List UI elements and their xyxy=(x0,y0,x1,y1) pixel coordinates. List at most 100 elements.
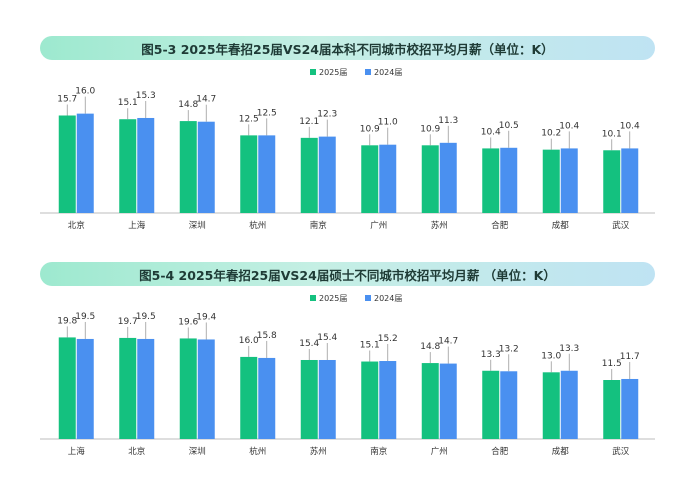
bar xyxy=(603,380,621,439)
legend-label: 2025届 xyxy=(319,294,347,303)
bar xyxy=(560,370,578,439)
data-label: 12.1 xyxy=(299,117,319,127)
chart-panel-bachelor: 图5-3 2025年春招25届VS24届本科不同城市校招平均月薪（单位：K） 2… xyxy=(40,36,655,236)
legend-swatch xyxy=(310,295,316,301)
data-label: 15.4 xyxy=(317,333,337,343)
data-label: 13.3 xyxy=(481,350,501,360)
data-label: 13.2 xyxy=(499,344,519,354)
bar xyxy=(76,338,94,439)
bar xyxy=(621,148,639,213)
bar xyxy=(421,145,439,213)
bar xyxy=(500,147,518,213)
data-label: 19.6 xyxy=(178,317,198,327)
data-label: 10.9 xyxy=(420,124,440,134)
bar xyxy=(542,149,560,213)
data-label: 10.4 xyxy=(559,121,579,131)
data-label: 11.3 xyxy=(438,116,458,126)
data-label: 11.0 xyxy=(378,118,398,128)
bar xyxy=(361,361,379,439)
bar xyxy=(240,356,258,439)
bar xyxy=(439,142,457,213)
legend-swatch xyxy=(365,295,371,301)
bar xyxy=(421,363,439,439)
bar xyxy=(603,150,621,213)
bar xyxy=(300,137,318,213)
data-label: 10.4 xyxy=(481,127,501,137)
bar xyxy=(379,361,397,439)
legend-swatch xyxy=(365,69,371,75)
data-label: 10.2 xyxy=(541,129,561,139)
bar xyxy=(300,359,318,439)
bar xyxy=(482,370,500,439)
data-label: 14.7 xyxy=(196,95,216,105)
x-tick-label: 合肥 xyxy=(491,446,509,457)
data-label: 10.9 xyxy=(360,124,380,134)
bar xyxy=(542,372,560,439)
data-label: 14.7 xyxy=(438,337,458,347)
bar xyxy=(439,363,457,439)
legend-swatch xyxy=(310,69,316,75)
bar xyxy=(58,337,76,439)
x-tick-label: 南京 xyxy=(370,446,387,457)
x-tick-label: 成都 xyxy=(552,446,570,457)
x-tick-label: 武汉 xyxy=(612,446,630,457)
data-label: 10.1 xyxy=(602,129,622,139)
data-label: 19.7 xyxy=(118,317,138,327)
data-label: 15.7 xyxy=(57,94,77,104)
data-label: 19.8 xyxy=(57,316,77,326)
bar xyxy=(318,136,336,213)
data-label: 19.5 xyxy=(75,312,95,322)
bar xyxy=(137,338,155,439)
bar xyxy=(560,148,578,213)
x-tick-label: 武汉 xyxy=(612,220,630,231)
x-tick-label: 成都 xyxy=(552,220,570,231)
data-label: 15.2 xyxy=(378,334,398,344)
bar xyxy=(500,371,518,439)
legend-label: 2025届 xyxy=(319,68,347,77)
bar xyxy=(621,378,639,439)
data-label: 15.1 xyxy=(360,341,380,351)
x-tick-label: 南京 xyxy=(310,220,327,231)
x-tick-label: 杭州 xyxy=(249,220,266,231)
x-tick-label: 苏州 xyxy=(310,446,327,457)
bar xyxy=(119,119,137,213)
x-tick-label: 广州 xyxy=(370,220,387,231)
data-label: 12.3 xyxy=(317,110,337,120)
bar xyxy=(197,121,215,213)
x-tick-label: 深圳 xyxy=(189,446,206,457)
x-tick-label: 合肥 xyxy=(491,220,509,231)
x-tick-label: 北京 xyxy=(68,220,85,231)
bar xyxy=(119,337,137,439)
x-tick-label: 苏州 xyxy=(431,220,448,231)
data-label: 14.8 xyxy=(420,342,440,352)
legend: 2025届 2024届 xyxy=(310,294,402,303)
x-tick-label: 广州 xyxy=(431,446,448,457)
chart-panel-master: 图5-4 2025年春招25届VS24届硕士不同城市校招平均月薪 （单位：K） … xyxy=(40,262,655,462)
bar xyxy=(76,113,94,213)
bar-chart-master: 2025届 2024届19.819.5上海19.719.5北京19.619.4深圳… xyxy=(40,294,655,457)
bar xyxy=(197,339,215,439)
data-label: 12.5 xyxy=(239,114,259,124)
legend-label: 2024届 xyxy=(374,294,402,303)
bar xyxy=(482,148,500,213)
data-label: 16.0 xyxy=(75,87,95,97)
data-label: 15.4 xyxy=(299,339,319,349)
bar xyxy=(179,338,197,439)
data-label: 14.8 xyxy=(178,100,198,110)
bar xyxy=(361,145,379,213)
bar xyxy=(258,357,276,439)
legend-label: 2024届 xyxy=(374,68,402,77)
data-label: 11.7 xyxy=(620,352,640,362)
x-tick-label: 深圳 xyxy=(189,220,206,231)
data-label: 19.4 xyxy=(196,312,216,322)
bar-chart-bachelor: 2025届 2024届 15.716.0 北京 15.115.3 上海 14.814.7 深圳… xyxy=(40,68,655,231)
data-label: 10.4 xyxy=(620,121,640,131)
x-tick-label: 上海 xyxy=(128,220,146,231)
bar xyxy=(379,144,397,213)
data-label: 15.3 xyxy=(136,91,156,101)
x-tick-label: 北京 xyxy=(128,446,145,457)
x-tick-label: 上海 xyxy=(68,446,86,457)
data-label: 16.0 xyxy=(239,336,259,346)
chart-title: 图5-3 2025年春招25届VS24届本科不同城市校招平均月薪（单位：K） xyxy=(141,41,554,57)
chart-title: 图5-4 2025年春招25届VS24届硕士不同城市校招平均月薪 （单位：K） xyxy=(139,267,556,283)
